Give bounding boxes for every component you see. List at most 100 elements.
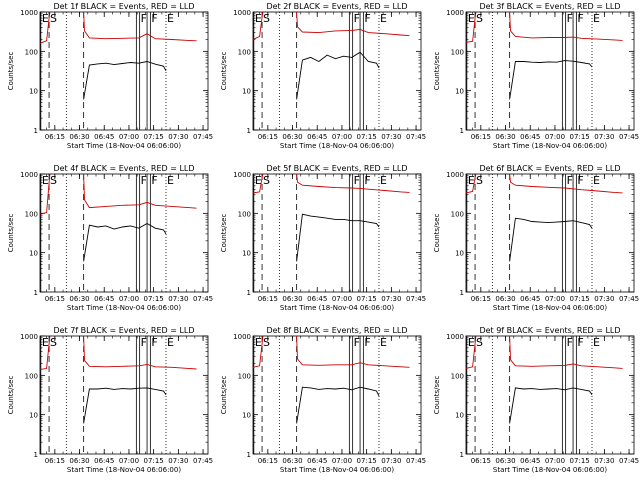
lld-series: [296, 335, 410, 368]
x-tick-label: 07:30: [594, 295, 614, 303]
x-tick-label: 06:15: [471, 295, 491, 303]
x-tick-label: 07:15: [357, 133, 377, 141]
events-series: [509, 387, 593, 424]
x-tick-label: 06:45: [520, 457, 540, 465]
panel-title: Det 7f BLACK = Events, RED = LLD: [53, 326, 194, 335]
marker-label: S: [263, 12, 270, 25]
marker-label: E: [468, 174, 475, 187]
plot-frame: [39, 173, 209, 293]
lld-series: [509, 11, 623, 41]
x-tick-label: 06:15: [258, 133, 278, 141]
x-tick-label: 06:45: [307, 457, 327, 465]
marker-label: E: [593, 174, 600, 187]
y-tick-label: 10: [242, 412, 251, 420]
lld-series: [39, 11, 51, 44]
y-tick-label: 100: [238, 210, 251, 218]
x-tick-label: 06:30: [282, 133, 302, 141]
panel-7: Det 7f BLACK = Events, RED = LLD 1 10 100 10…: [7, 326, 213, 474]
panel-4: Det 4f BLACK = Events, RED = LLD 1 10 100 10…: [7, 164, 213, 312]
x-tick-label: 07:45: [406, 457, 426, 465]
lld-series: [252, 11, 264, 40]
x-tick-label: 07:30: [168, 133, 188, 141]
x-tick-label: 06:30: [495, 457, 515, 465]
y-tick-label: 100: [451, 372, 464, 380]
x-tick-label: 06:30: [69, 457, 89, 465]
marker-label: F: [151, 174, 157, 187]
x-tick-label: 07:15: [357, 457, 377, 465]
y-tick-label: 1000: [233, 333, 251, 341]
lld-series: [465, 335, 477, 369]
y-tick-label: 100: [238, 372, 251, 380]
y-tick-label: 10: [29, 412, 38, 420]
lld-series: [83, 11, 197, 42]
plot-frame: [465, 11, 635, 131]
events-series: [83, 387, 167, 424]
panel-6: Det 6f BLACK = Events, RED = LLD 1 10 100 10…: [433, 164, 639, 312]
x-tick-label: 06:45: [94, 295, 114, 303]
marker-label: E: [380, 12, 387, 25]
x-tick-label: 06:15: [45, 133, 65, 141]
panel-title: Det 3f BLACK = Events, RED = LLD: [479, 2, 620, 11]
y-tick-label: 1000: [233, 9, 251, 17]
x-tick-label: 06:15: [45, 457, 65, 465]
events-series: [83, 222, 167, 262]
x-tick-label: 07:15: [357, 295, 377, 303]
plot-frame: [39, 11, 209, 131]
marker-label: F: [354, 336, 360, 349]
x-tick-label: 06:30: [282, 457, 302, 465]
x-axis-label: Start Time (18-Nov-04 06:06:00): [493, 304, 607, 312]
x-tick-label: 06:30: [282, 295, 302, 303]
marker-label: F: [364, 12, 370, 25]
marker-label: E: [380, 336, 387, 349]
y-axis-label: Counts/sec: [220, 52, 228, 91]
y-tick-label: 1: [460, 127, 464, 135]
x-tick-label: 07:30: [381, 133, 401, 141]
panel-title: Det 2f BLACK = Events, RED = LLD: [266, 2, 407, 11]
panel-2: Det 2f BLACK = Events, RED = LLD 1 10 100 10…: [220, 2, 426, 150]
marker-label: E: [167, 12, 174, 25]
y-tick-label: 10: [242, 250, 251, 258]
marker-label: S: [263, 336, 270, 349]
panel-title: Det 8f BLACK = Events, RED = LLD: [266, 326, 407, 335]
x-tick-label: 07:30: [594, 457, 614, 465]
x-tick-label: 07:15: [570, 295, 590, 303]
y-tick-label: 1000: [20, 333, 38, 341]
x-tick-label: 07:30: [381, 295, 401, 303]
x-tick-label: 06:45: [94, 133, 114, 141]
marker-label: E: [167, 174, 174, 187]
plot-frame: [465, 335, 635, 455]
y-tick-label: 1: [460, 289, 464, 297]
marker-label: F: [577, 174, 583, 187]
events-series: [509, 217, 593, 262]
marker-label: E: [42, 336, 49, 349]
y-tick-label: 1: [34, 127, 38, 135]
lld-series: [252, 173, 264, 194]
panel-title: Det 4f BLACK = Events, RED = LLD: [53, 164, 194, 173]
marker-label: F: [141, 336, 147, 349]
marker-label: S: [263, 174, 270, 187]
lld-series: [39, 173, 51, 215]
y-axis-label: Counts/sec: [7, 52, 15, 91]
x-tick-label: 07:00: [119, 133, 139, 141]
x-tick-label: 07:45: [193, 133, 213, 141]
y-tick-label: 1: [247, 289, 251, 297]
x-tick-label: 06:15: [258, 295, 278, 303]
x-axis-label: Start Time (18-Nov-04 06:06:00): [280, 142, 394, 150]
y-tick-label: 10: [455, 88, 464, 96]
y-tick-label: 100: [451, 48, 464, 56]
x-tick-label: 07:15: [570, 133, 590, 141]
x-tick-label: 07:00: [332, 295, 352, 303]
x-tick-label: 06:15: [45, 295, 65, 303]
marker-label: F: [577, 336, 583, 349]
x-tick-label: 06:45: [94, 457, 114, 465]
panel-title: Det 1f BLACK = Events, RED = LLD: [53, 2, 194, 11]
marker-label: E: [42, 12, 49, 25]
marker-label: S: [476, 12, 483, 25]
marker-label: S: [476, 174, 483, 187]
marker-label: F: [567, 174, 573, 187]
y-tick-label: 1: [460, 451, 464, 459]
marker-label: F: [577, 12, 583, 25]
marker-label: F: [567, 12, 573, 25]
x-tick-label: 06:45: [520, 133, 540, 141]
